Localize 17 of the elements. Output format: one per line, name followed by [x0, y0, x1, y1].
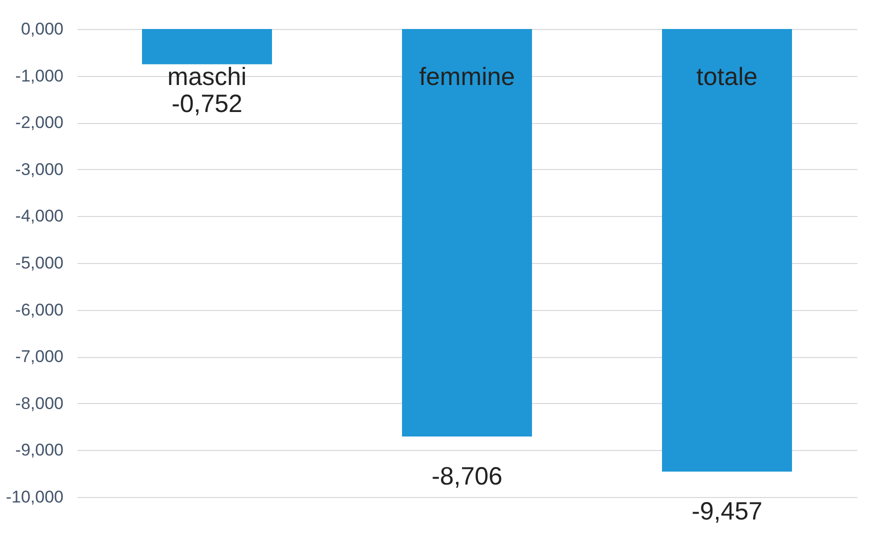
- y-tick-label: 0,000: [20, 20, 64, 38]
- y-tick-label: -5,000: [15, 254, 64, 272]
- y-tick-label: -6,000: [15, 300, 64, 320]
- y-tick-label: -7,000: [15, 347, 64, 366]
- y-tick-label: -10,000: [6, 488, 64, 506]
- y-tick-label: -4,000: [15, 206, 64, 226]
- y-tick-label: -2,000: [15, 113, 64, 132]
- y-tick-label: -8,000: [15, 394, 64, 413]
- y-tick-label: -1,000: [15, 66, 64, 86]
- data-label: -8,706: [432, 462, 502, 490]
- y-tick-label: -3,000: [15, 160, 64, 179]
- x-tick-label: femmine: [419, 63, 515, 91]
- x-tick-label: maschi: [167, 63, 247, 91]
- data-label: -0,752: [172, 90, 242, 118]
- data-label: -9,457: [692, 498, 762, 526]
- y-tick-label: -9,000: [15, 440, 64, 460]
- x-tick-label: totale: [696, 63, 758, 91]
